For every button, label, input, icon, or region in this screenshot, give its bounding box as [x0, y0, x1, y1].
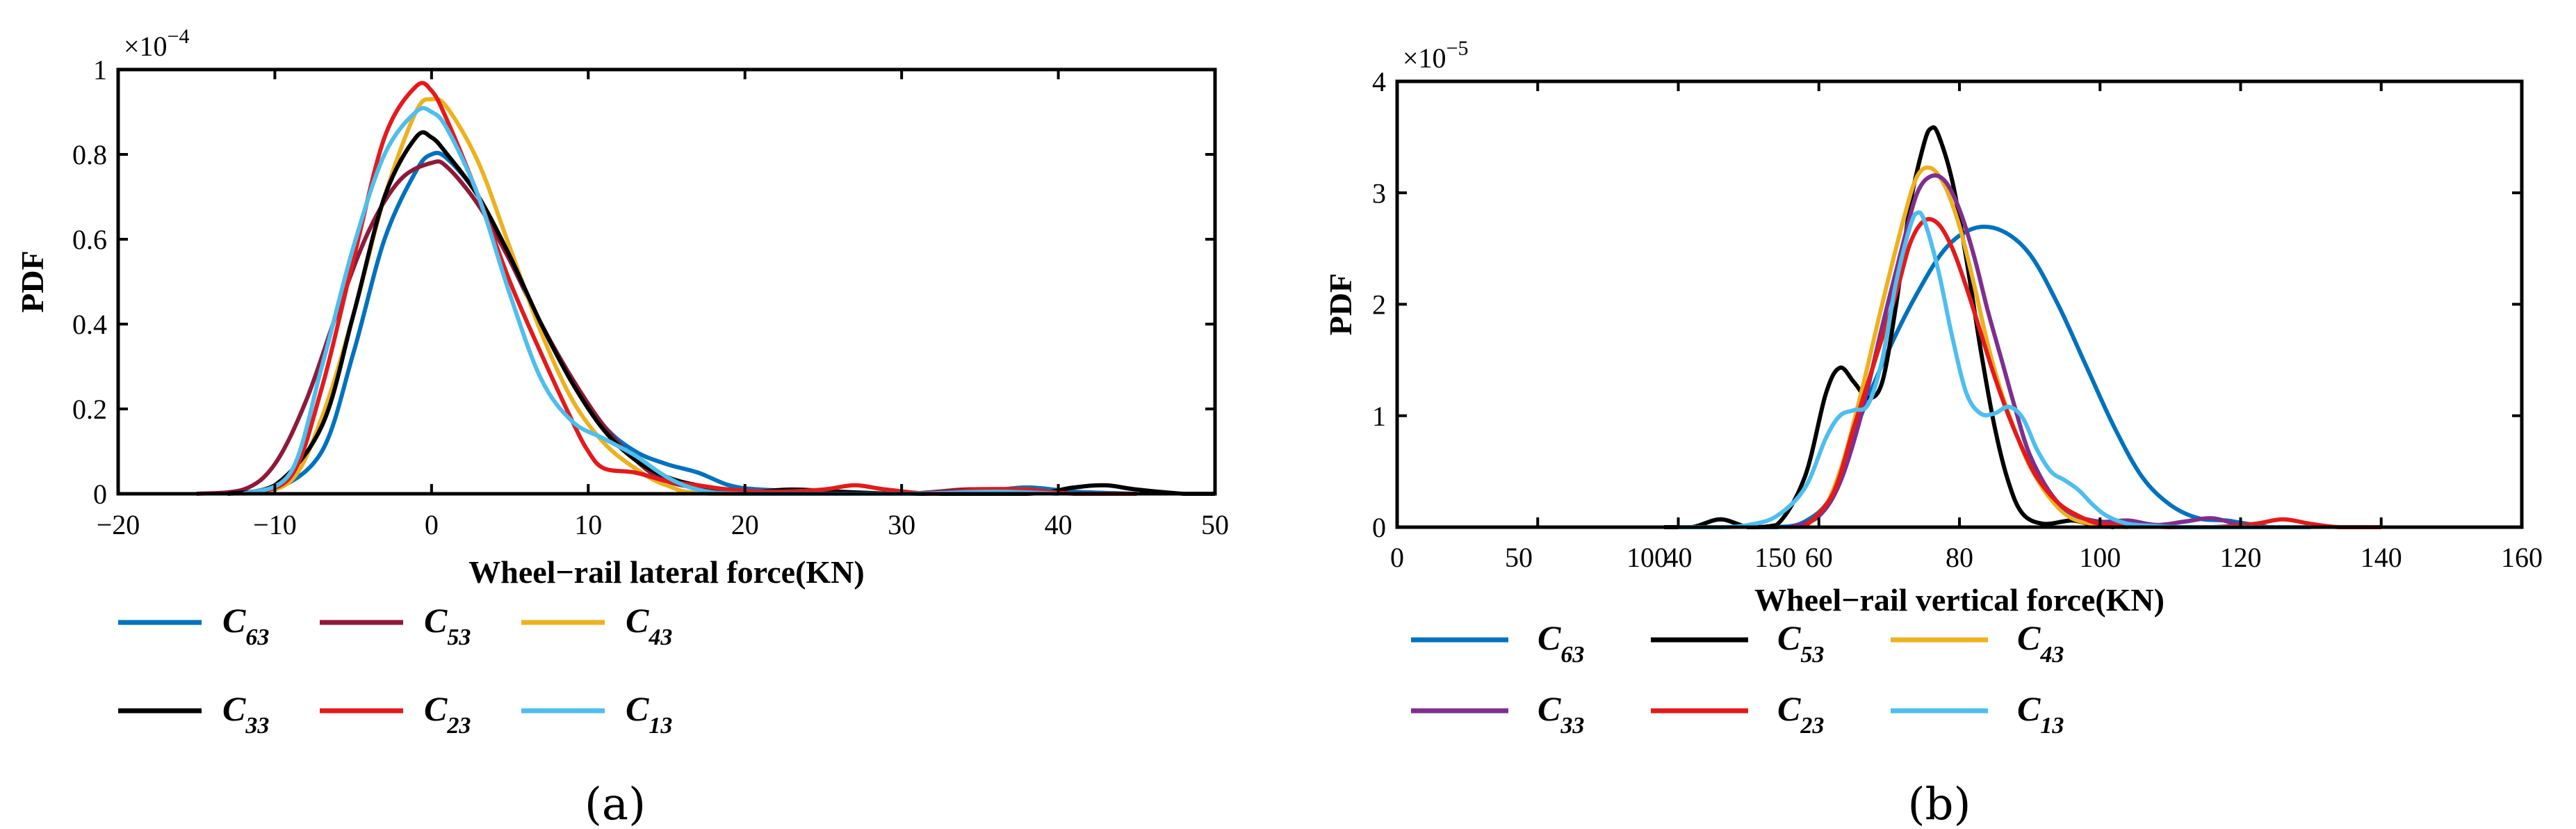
legend-item-c23: C23: [1651, 689, 1824, 739]
legend-label: C13: [2017, 689, 2064, 739]
series-line-c63: [227, 150, 1137, 496]
x-tick-label: 160: [2501, 542, 2543, 573]
x-tick-label: 20: [731, 509, 759, 540]
chart-b-y-axis-label: PDF: [1323, 273, 1358, 335]
y-tick-label: 2: [1372, 289, 1386, 321]
chart-b-x-ticks: 0 50 100 150 40 60 80 100 120 140 160: [1390, 81, 2543, 573]
y-tick-label: 0.4: [72, 309, 107, 340]
x-tick-label: 100: [1627, 542, 1668, 573]
legend-label: C13: [626, 689, 672, 739]
legend-item-c13: C13: [1891, 689, 2064, 739]
legend-label: C23: [424, 689, 471, 739]
x-tick-label: 30: [888, 509, 915, 540]
chart-b-y-exponent: ×10−5: [1403, 37, 1468, 74]
x-tick-label: 60: [1805, 542, 1833, 573]
y-tick-label: 0.6: [72, 224, 107, 255]
chart-a-y-axis-label: PDF: [15, 250, 50, 312]
y-tick-label: 1: [1372, 401, 1386, 432]
x-tick-label: 80: [1946, 542, 1973, 573]
x-tick-label: −10: [253, 509, 297, 540]
chart-a-y-ticks: 0 0.2 0.4 0.6 0.8 1: [72, 54, 1215, 510]
x-tick-label: 40: [1045, 509, 1073, 540]
legend-item-c53: C53: [1651, 618, 1824, 668]
series-line-c23: [243, 81, 1137, 497]
chart-b-legend: C63 C53 C43 C33 C23 C13: [1411, 618, 2064, 739]
legend-item-c33: C33: [1411, 689, 1584, 739]
y-tick-label: 0: [1372, 512, 1386, 543]
x-tick-label: −20: [97, 509, 140, 540]
chart-b-plot-frame: [1395, 79, 2524, 529]
x-tick-label: 0: [425, 509, 439, 540]
chart-b-x-axis-label: Wheel−rail vertical force(KN): [1754, 582, 2165, 618]
legend-label: C33: [1538, 689, 1584, 739]
chart-a-y-exponent: ×10−4: [124, 25, 189, 62]
x-tick-label: 10: [574, 509, 602, 540]
legend-label: C63: [1538, 618, 1584, 668]
chart-panel-a: −20 −10 0 10 20 30 40 50 0 0.2 0.4 0.6 0.8 1 ×10−4 W…: [15, 25, 1229, 829]
y-tick-label: 0: [93, 478, 107, 510]
series-line-c33: [227, 130, 1215, 497]
chart-a-x-ticks: −20 −10 0 10 20 30 40 50: [97, 70, 1229, 540]
x-tick-label: 50: [1201, 509, 1229, 540]
legend-label: C53: [1777, 618, 1824, 668]
legend-label: C43: [626, 601, 672, 650]
chart-a-x-axis-label: Wheel−rail lateral force(KN): [468, 554, 864, 590]
chart-b-panel-caption: (b): [1908, 779, 1971, 829]
legend-item-c43: C43: [521, 601, 672, 650]
legend-item-c13: C13: [521, 689, 672, 739]
chart-b-y-ticks: 0 1 2 3 4: [1372, 66, 2522, 543]
legend-item-c43: C43: [1891, 618, 2064, 668]
series-line-c33: [1790, 173, 2269, 529]
x-tick-label: 140: [2361, 542, 2402, 573]
x-tick-label: 50: [1505, 542, 1533, 573]
x-tick-label: 150: [1754, 542, 1796, 573]
x-tick-label: 100: [2079, 542, 2121, 573]
chart-a-panel-caption: (a): [585, 779, 646, 829]
legend-label: C43: [2017, 618, 2064, 668]
series-line-c13: [1678, 210, 2311, 530]
legend-item-c23: C23: [320, 689, 471, 739]
legend-label: C33: [222, 689, 269, 739]
x-tick-label: 120: [2220, 542, 2262, 573]
chart-a-curves: [196, 81, 1215, 497]
x-tick-label: 0: [1390, 542, 1404, 573]
x-tick-label: 40: [1665, 542, 1693, 573]
y-tick-label: 4: [1372, 66, 1386, 97]
y-tick-label: 0.8: [72, 139, 107, 170]
y-tick-label: 0.2: [72, 394, 107, 425]
legend-label: C63: [222, 601, 269, 650]
legend-item-c33: C33: [118, 689, 269, 739]
legend-label: C23: [1777, 689, 1824, 739]
chart-b-curves: [1664, 125, 2381, 530]
legend-label: C53: [424, 601, 471, 650]
y-tick-label: 1: [93, 54, 107, 86]
legend-item-c63: C63: [118, 601, 269, 650]
legend-item-c53: C53: [320, 601, 471, 650]
legend-item-c63: C63: [1411, 618, 1584, 668]
chart-a-plot-frame: [116, 67, 1217, 496]
chart-a-legend: C63 C53 C43 C33 C23 C13: [118, 601, 672, 739]
y-tick-label: 3: [1372, 177, 1386, 209]
